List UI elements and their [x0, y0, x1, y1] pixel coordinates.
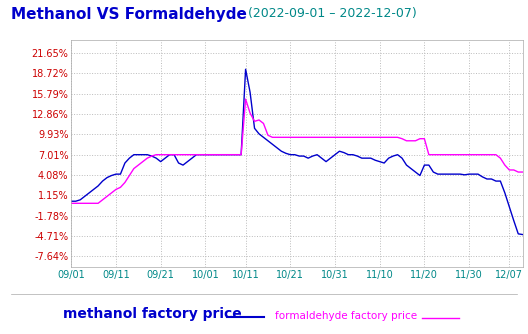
Text: methanol factory price: methanol factory price: [63, 307, 242, 321]
Text: formaldehyde factory price: formaldehyde factory price: [275, 311, 417, 321]
Text: Methanol VS Formaldehyde: Methanol VS Formaldehyde: [11, 7, 247, 22]
Text: (2022-09-01 – 2022-12-07): (2022-09-01 – 2022-12-07): [248, 7, 417, 20]
